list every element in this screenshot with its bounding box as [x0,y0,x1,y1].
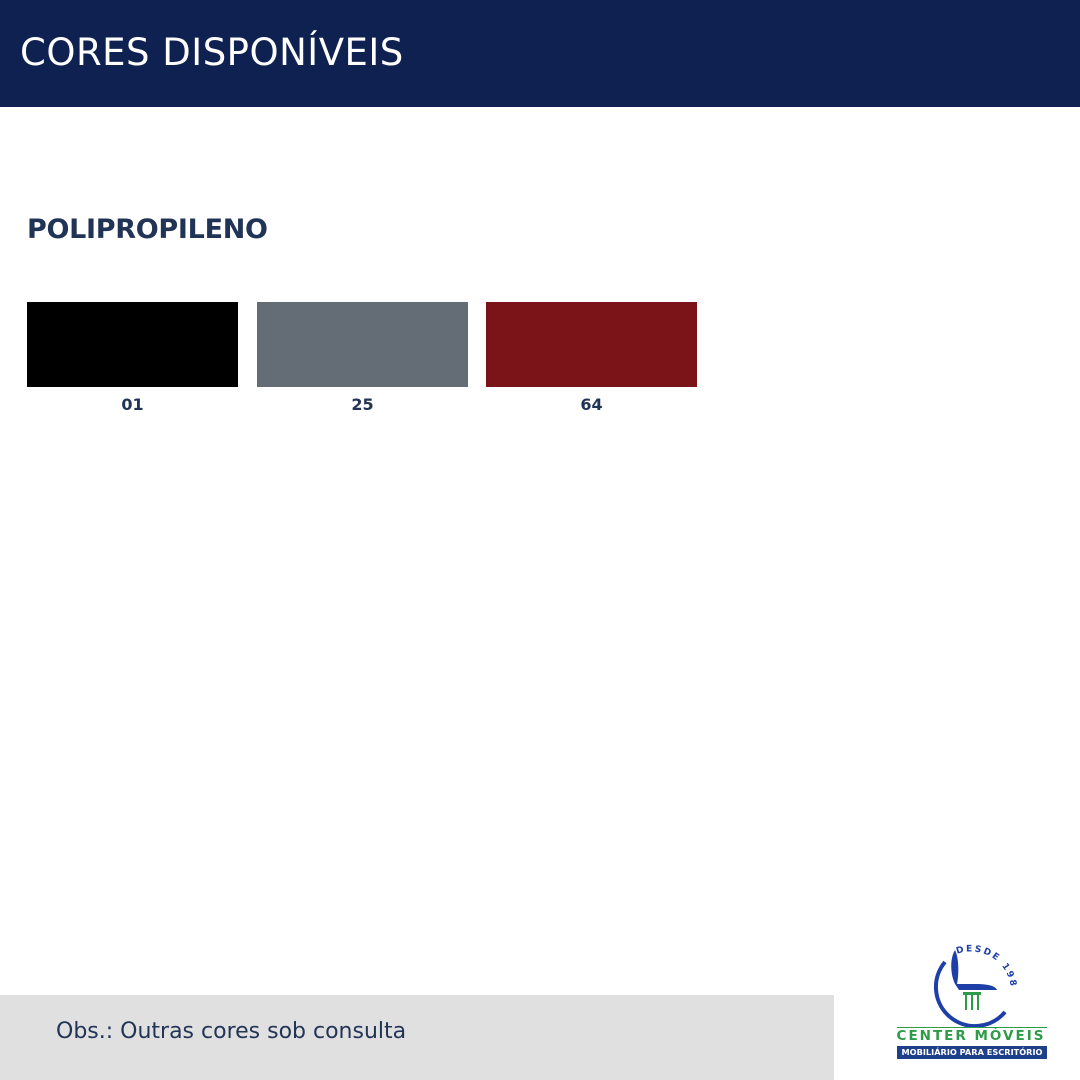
logo-divider [897,1027,1047,1028]
page-title: CORES DISPONÍVEIS [20,31,404,74]
color-swatch-25 [257,302,468,387]
logo-name: CENTER MÓVEIS [896,1028,1046,1044]
swatch-code-64: 64 [580,395,603,414]
swatch-code-25: 25 [351,395,374,414]
footer-note-bar [0,995,834,1080]
footer-note: Obs.: Outras cores sob consulta [56,1019,407,1044]
color-swatch-64 [486,302,697,387]
color-swatch-01 [27,302,238,387]
header-bar: CORES DISPONÍVEIS [0,0,1080,107]
company-logo: DESDE 1988 CENTER MÓVEIS MOBILIÁRIO PARA… [895,940,1050,1065]
logo-tagline: MOBILIÁRIO PARA ESCRITÓRIO [897,1046,1047,1059]
office-chair-icon: DESDE 1988 [895,940,1016,1029]
swatch-code-01: 01 [121,395,144,414]
section-title: POLIPROPILENO [27,214,268,245]
